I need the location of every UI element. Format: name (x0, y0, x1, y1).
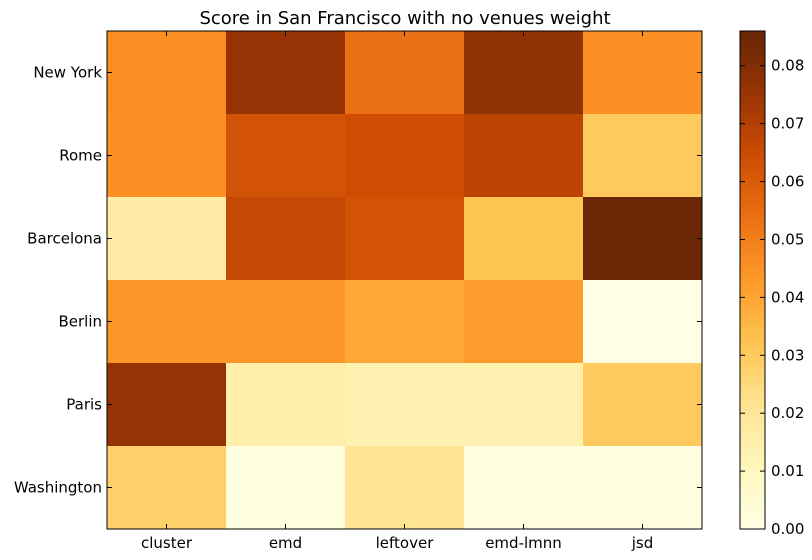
heatmap-cell (226, 280, 346, 364)
colorbar-tick-label: 0.00 (771, 520, 804, 538)
heatmap-cell (583, 280, 703, 364)
chart-title: Score in San Francisco with no venues we… (199, 8, 610, 29)
heatmap-cell (345, 114, 465, 198)
heatmap-cell (226, 446, 346, 530)
heatmap-cell (226, 31, 346, 115)
colorbar-tick-label: 0.05 (771, 230, 804, 248)
column-label: jsd (631, 534, 654, 552)
heatmap-cell (345, 446, 465, 530)
heatmap-cell (107, 280, 227, 364)
row-label: Washington (14, 479, 102, 497)
heatmap-cell (345, 197, 465, 281)
colorbar-tick-label: 0.02 (771, 404, 804, 422)
heatmap-cell (226, 114, 346, 198)
heatmap-cell (226, 197, 346, 281)
heatmap-cell (583, 363, 703, 447)
column-label: emd (269, 534, 302, 552)
heatmap-cell (464, 197, 584, 281)
heatmap-cell (107, 446, 227, 530)
heatmap-cell (345, 363, 465, 447)
heatmap-cell (583, 446, 703, 530)
colorbar-tick-label: 0.04 (771, 288, 804, 306)
row-label: Rome (59, 147, 102, 165)
row-label: Berlin (58, 313, 102, 331)
heatmap-cell (226, 363, 346, 447)
row-label: New York (33, 64, 102, 82)
heatmap-cell (464, 280, 584, 364)
heatmap-cell (345, 280, 465, 364)
heatmap-cells (106, 30, 703, 530)
column-labels: cluster emd leftover emd-lmnn jsd (141, 31, 653, 552)
heatmap-cell (345, 31, 465, 115)
column-label: emd-lmnn (485, 534, 562, 552)
heatmap-cell (464, 363, 584, 447)
colorbar-tick-label: 0.07 (771, 115, 804, 133)
row-label: Paris (66, 396, 102, 414)
heatmap-cell (107, 31, 227, 115)
colorbar-tick-label: 0.01 (771, 462, 804, 480)
heatmap-cell (464, 114, 584, 198)
heatmap-cell (464, 31, 584, 115)
colorbar-tick-label: 0.03 (771, 346, 804, 364)
column-label: leftover (376, 534, 435, 552)
heatmap-cell (464, 446, 584, 530)
row-labels: New York Rome Barcelona Berlin Paris Washingt… (14, 64, 702, 497)
colorbar (739, 30, 766, 530)
colorbar-tick-label: 0.08 (771, 57, 804, 75)
heatmap-cell (107, 363, 227, 447)
heatmap-cell (583, 31, 703, 115)
heatmap-cell (583, 114, 703, 198)
row-label: Barcelona (27, 230, 102, 248)
colorbar-ticks: 0.00 0.01 0.02 0.03 0.04 0.05 0.06 0.07 0.08 (740, 57, 804, 538)
heatmap-cell (107, 197, 227, 281)
heatmap-cell (107, 114, 227, 198)
colorbar-tick-label: 0.06 (771, 173, 804, 191)
column-label: cluster (141, 534, 193, 552)
heatmap-cell (583, 197, 703, 281)
